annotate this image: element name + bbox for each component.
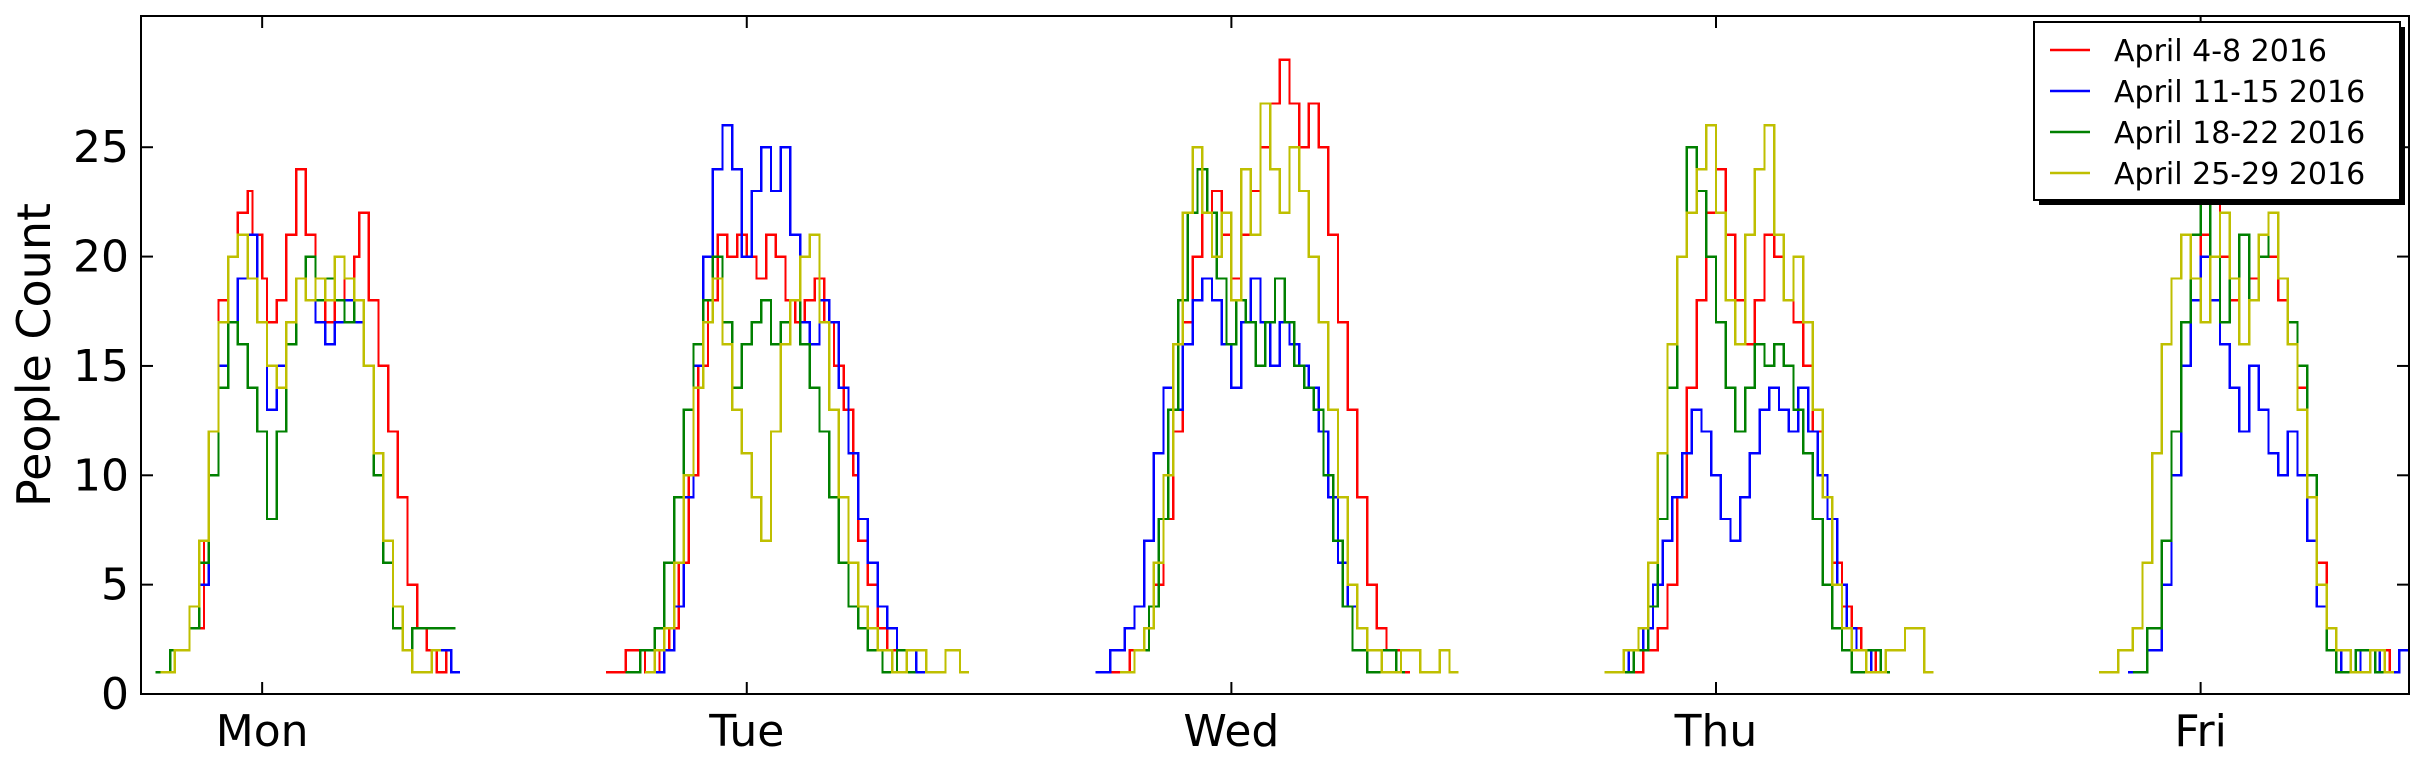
x-tick-label-fri: Fri [2174,706,2226,757]
y-tick-label: 5 [101,560,129,611]
ticks-layer: 0 5 10 15 20 25 Mon Tue Wed Thu Fri [73,16,2409,757]
legend-label-3: April 18-22 2016 [2114,116,2365,151]
legend-label-2: April 11-15 2016 [2114,75,2365,110]
legend-label-4: April 25-29 2016 [2114,157,2365,192]
y-axis-label: People Count [7,203,61,507]
y-tick-label: 25 [73,122,129,173]
x-tick-label-thu: Thu [1674,706,1758,757]
x-tick-label-mon: Mon [216,706,309,757]
y-tick-label: 20 [73,232,129,283]
plot-frame [140,15,2410,695]
x-tick-label-tue: Tue [708,706,784,757]
series-line-4 [160,102,2394,674]
legend-box [2033,21,2401,201]
series-layer [155,58,2409,674]
y-tick-label: 10 [73,450,129,501]
y-tick-label: 15 [73,341,129,392]
legend-label-1: April 4-8 2016 [2114,34,2327,69]
legend: April 4-8 2016 April 11-15 2016 April 18-2… [2033,21,2405,205]
y-tick-label: 0 [101,669,129,720]
plot-background [141,16,2409,694]
x-tick-label-wed: Wed [1183,706,1279,757]
